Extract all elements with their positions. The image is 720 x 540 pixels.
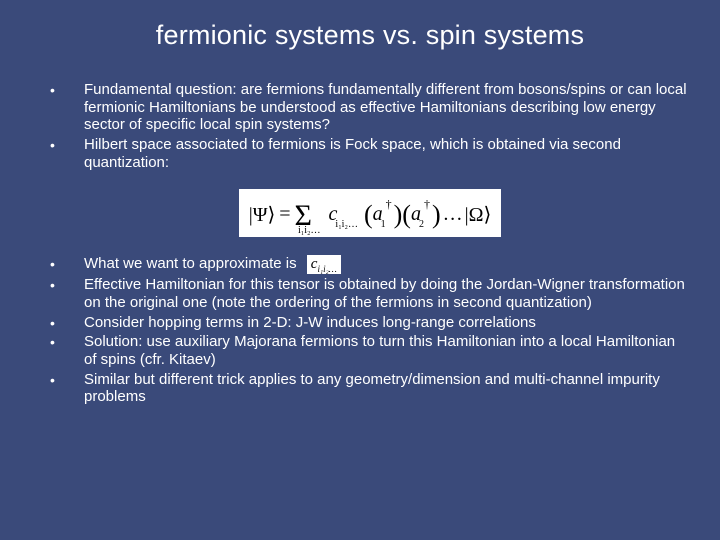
bullet-text-span: What we want to approximate is — [84, 255, 297, 272]
eq-op-sup: † — [386, 197, 392, 212]
bullet-marker: • — [50, 255, 84, 273]
bullet-item: • Similar but different trick applies to… — [50, 371, 690, 406]
bullet-item: • Consider hopping terms in 2-D: J-W ind… — [50, 314, 690, 332]
bullet-item: • Fundamental question: are fermions fun… — [50, 81, 690, 134]
bullet-text: Consider hopping terms in 2-D: J-W induc… — [84, 314, 690, 332]
eq-coeff-sub: i₁i₂… — [335, 219, 358, 230]
bullet-marker: • — [50, 371, 84, 389]
eq-paren: ( — [402, 200, 411, 230]
eq-sum-sub: i₁i₂… — [298, 225, 321, 236]
bullet-marker: • — [50, 276, 84, 294]
slide-title: fermionic systems vs. spin systems — [50, 20, 690, 51]
bullet-text: Fundamental question: are fermions funda… — [84, 81, 690, 134]
bullet-text: Similar but different trick applies to a… — [84, 371, 690, 406]
bullet-marker: • — [50, 81, 84, 99]
bullet-text: Effective Hamiltonian for this tensor is… — [84, 276, 690, 311]
eq-lhs: |Ψ⟩ — [249, 202, 276, 227]
eq-op-sub: 2 — [419, 219, 424, 230]
equation: |Ψ⟩ = Σ i₁i₂… c i₁i₂… ( a 1 † ) ( a 2 † … — [239, 189, 502, 237]
inline-equation: ci₁i₂… — [307, 255, 341, 274]
bullet-item: • Effective Hamiltonian for this tensor … — [50, 276, 690, 311]
bullet-text: Hilbert space associated to fermions is … — [84, 136, 690, 171]
bullet-item: • Solution: use auxiliary Majorana fermi… — [50, 333, 690, 368]
eq-dots: … — [443, 203, 463, 226]
eq-paren: ) — [394, 200, 403, 230]
eq-paren: ( — [364, 200, 373, 230]
bullet-text: Solution: use auxiliary Majorana fermion… — [84, 333, 690, 368]
inline-eq-sub: i₁i₂… — [317, 264, 336, 274]
eq-op-sup: † — [424, 197, 430, 212]
bullet-marker: • — [50, 314, 84, 332]
eq-paren: ) — [432, 200, 441, 230]
bullet-text: What we want to approximate is ci₁i₂… — [84, 255, 690, 274]
eq-op-sub: 1 — [381, 219, 386, 230]
slide: fermionic systems vs. spin systems • Fun… — [0, 0, 720, 540]
bullet-item: • Hilbert space associated to fermions i… — [50, 136, 690, 171]
bullet-marker: • — [50, 136, 84, 154]
bullet-item: • What we want to approximate is ci₁i₂… — [50, 255, 690, 274]
bullet-marker: • — [50, 333, 84, 351]
eq-ket: |Ω⟩ — [465, 202, 492, 227]
equation-block: |Ψ⟩ = Σ i₁i₂… c i₁i₂… ( a 1 † ) ( a 2 † … — [50, 189, 690, 237]
eq-equals: = — [279, 203, 290, 226]
